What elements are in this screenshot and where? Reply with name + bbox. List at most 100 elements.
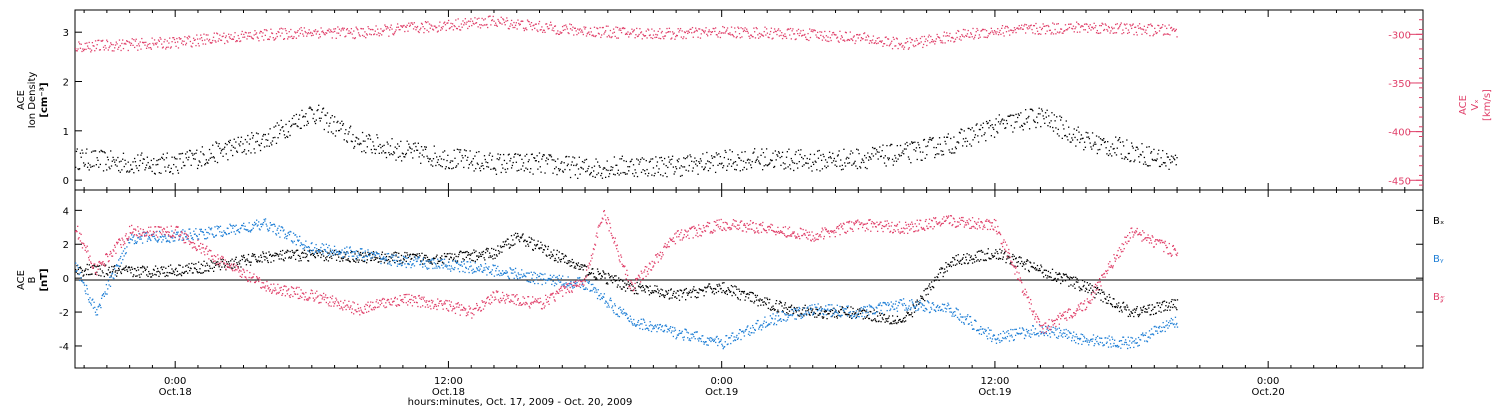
left-y-tick-label: 2 (63, 78, 69, 89)
ion-density-point (1169, 158, 1171, 161)
vx-point (490, 24, 492, 26)
vx-point (553, 30, 555, 32)
vx-point (411, 22, 413, 24)
vx-point (785, 37, 788, 39)
ion-density-point (526, 168, 529, 170)
bx-point (818, 313, 821, 315)
ion-density-point (797, 149, 800, 151)
bx-point (583, 264, 586, 266)
vx-point (1068, 26, 1071, 29)
vx-point (357, 29, 359, 31)
bx-point (805, 310, 807, 312)
ion-density-point (938, 153, 940, 155)
bx-point (75, 269, 77, 271)
ion-density-point (599, 166, 601, 168)
bx-point (559, 259, 561, 261)
bx-point (1137, 315, 1140, 318)
vx-point (546, 23, 548, 25)
vx-point (414, 26, 416, 28)
bx-point (618, 280, 621, 282)
bx-point (1172, 303, 1175, 306)
ion-density-point (329, 122, 331, 125)
vx-point (90, 49, 93, 51)
ion-density-point (872, 155, 875, 157)
ion-density-point (521, 158, 523, 160)
vx-point (659, 28, 661, 30)
bx-point (371, 257, 373, 259)
vx-point (237, 34, 239, 37)
ion-density-point (907, 145, 909, 147)
by-point (202, 231, 205, 234)
vx-point (445, 29, 447, 32)
bx-point (797, 315, 800, 317)
vx-point (763, 30, 765, 33)
vx-point (439, 21, 441, 23)
vx-point (630, 33, 632, 35)
ion-density-point (600, 174, 602, 177)
bx-point (926, 287, 929, 289)
vx-point (385, 28, 388, 30)
vx-point (79, 47, 82, 49)
ion-density-point (239, 145, 241, 147)
vx-point (113, 50, 115, 52)
ion-density-point (371, 152, 373, 154)
by-point (243, 228, 246, 230)
bx-point (997, 258, 1000, 260)
bx-point (544, 244, 546, 247)
vx-point (1056, 23, 1058, 25)
ion-density-point (377, 137, 379, 139)
bx-point (362, 260, 364, 263)
bx-point (1146, 311, 1149, 313)
bx-point (785, 307, 787, 309)
bx-point (942, 275, 944, 278)
ion-density-point (126, 171, 128, 173)
vx-point (773, 28, 776, 30)
bx-point (176, 274, 178, 277)
ion-density-point (86, 148, 88, 150)
ion-density-point (295, 113, 298, 116)
ion-density-point (535, 160, 537, 162)
by-point (201, 230, 203, 233)
bx-point (567, 260, 569, 262)
bx-point (816, 316, 818, 318)
vx-point (979, 36, 981, 38)
vx-point (391, 28, 393, 30)
vx-point (667, 31, 670, 33)
ion-density-point (781, 151, 784, 154)
vx-point (910, 41, 912, 44)
vx-point (916, 39, 918, 42)
vx-point (163, 41, 165, 43)
ion-density-point (701, 166, 703, 168)
bx-point (721, 282, 724, 284)
by-point (193, 233, 196, 235)
bx-point (109, 271, 112, 273)
by-point (183, 233, 185, 235)
ion-density-point (98, 166, 100, 168)
ion-density-point (1074, 136, 1076, 139)
bx-point (574, 265, 576, 267)
vx-point (1168, 24, 1170, 26)
bx-point (631, 284, 633, 286)
vx-point (274, 38, 276, 41)
vx-point (1162, 24, 1164, 26)
bx-point (173, 271, 175, 273)
bx-point (879, 312, 881, 314)
ion-density-point (932, 137, 934, 139)
by-point (218, 226, 220, 229)
vx-point (199, 38, 201, 40)
vx-point (1043, 25, 1045, 28)
ion-density-point (538, 161, 540, 163)
ion-density-point (629, 161, 631, 163)
by-point (242, 225, 244, 227)
bx-point (631, 289, 634, 292)
ion-density-point (729, 149, 731, 151)
ion-density-point (738, 157, 740, 159)
by-point (105, 283, 108, 286)
bx-point (1029, 262, 1032, 264)
vx-point (108, 46, 110, 49)
by-point (140, 238, 142, 240)
bx-point (1163, 310, 1165, 312)
by-point (181, 239, 183, 241)
ion-density-point (1130, 160, 1132, 162)
ion-density-point (578, 156, 580, 158)
